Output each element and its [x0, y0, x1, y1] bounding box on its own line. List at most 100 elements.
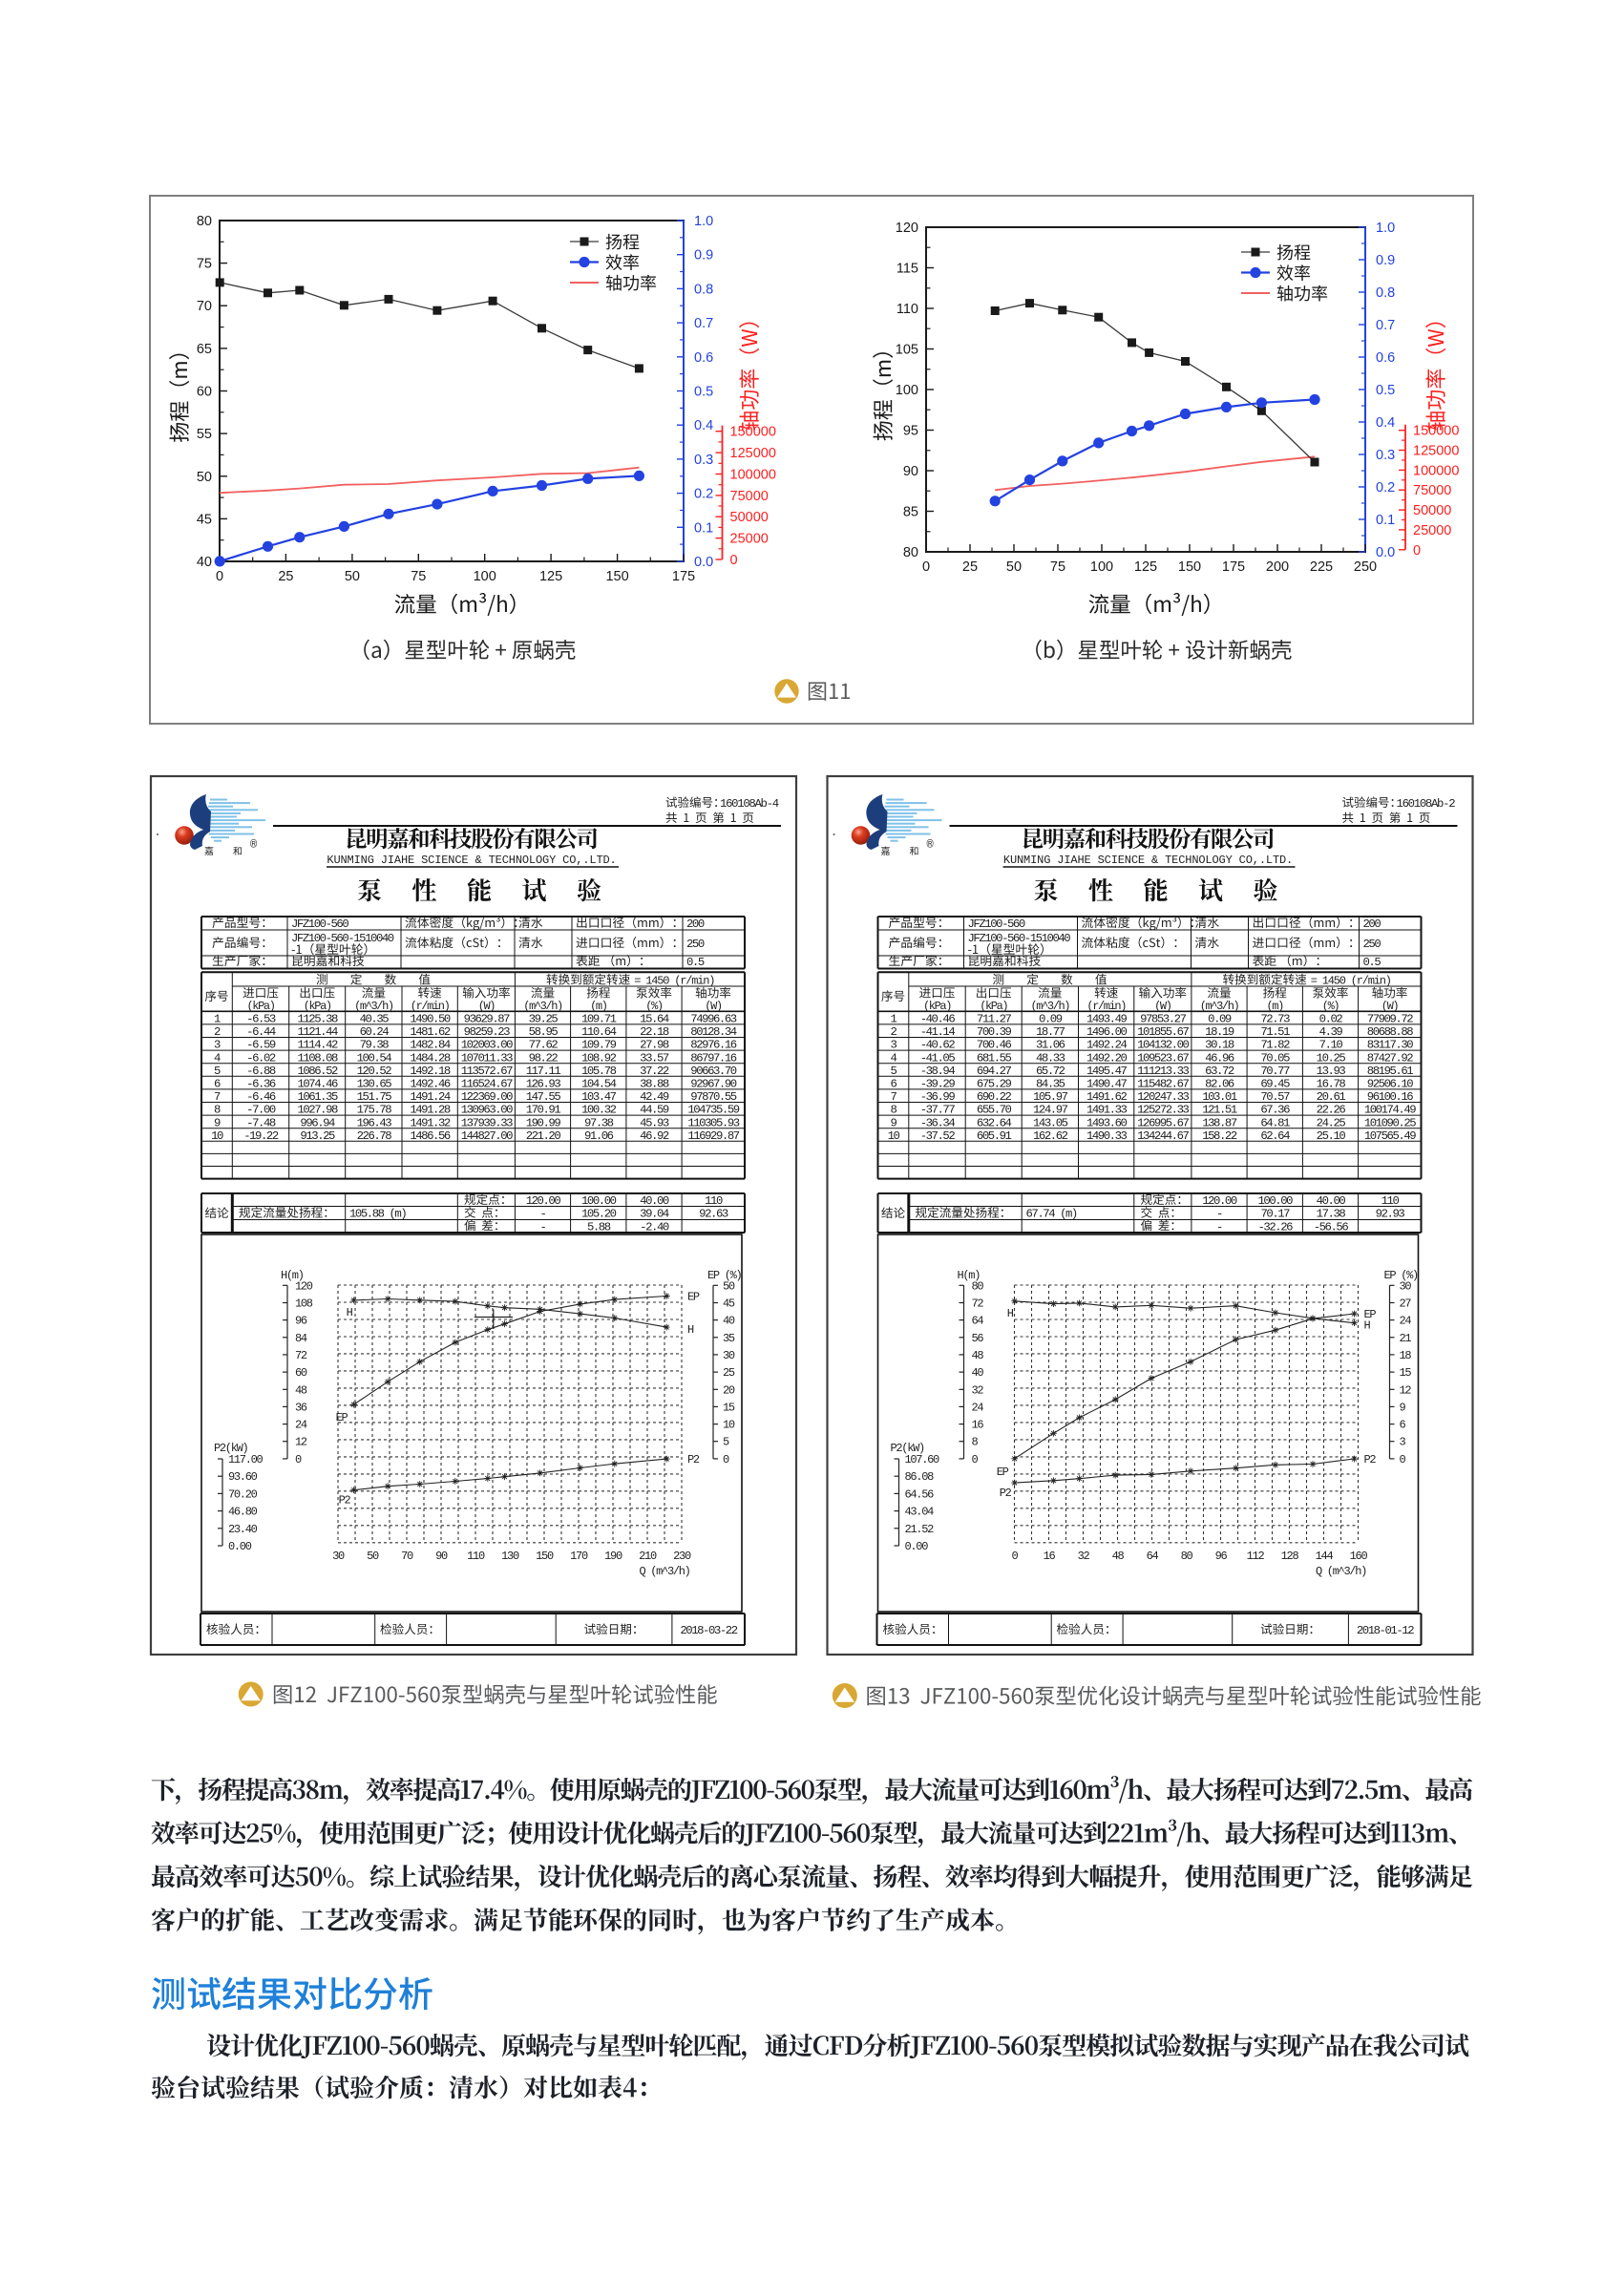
svg-text:1484.28: 1484.28 [410, 1051, 451, 1065]
svg-text:120.52: 120.52 [357, 1065, 392, 1078]
svg-text:158.22: 158.22 [1202, 1129, 1237, 1143]
svg-text:64.56: 64.56 [905, 1487, 935, 1501]
svg-text:21.52: 21.52 [905, 1523, 935, 1536]
svg-text:15.64: 15.64 [640, 1013, 669, 1026]
svg-text:1027.98: 1027.98 [297, 1104, 338, 1117]
svg-text:0.6: 0.6 [1376, 350, 1395, 366]
svg-text:120: 120 [295, 1279, 313, 1293]
svg-text:4: 4 [891, 1051, 897, 1065]
svg-text:EP (%): EP (%) [1384, 1269, 1419, 1282]
svg-text:88195.61: 88195.61 [1367, 1065, 1414, 1078]
svg-text:(%): (%) [1322, 1000, 1339, 1013]
svg-text:80: 80 [972, 1279, 984, 1293]
svg-text:65: 65 [197, 342, 212, 357]
svg-text:200: 200 [1363, 918, 1381, 931]
svg-text:(m^3/h): (m^3/h) [1200, 1000, 1239, 1013]
svg-text:105: 105 [896, 343, 918, 358]
svg-text:12: 12 [295, 1436, 307, 1449]
svg-text:3: 3 [214, 1039, 221, 1052]
svg-text:690.22: 690.22 [977, 1090, 1012, 1104]
svg-text:160: 160 [1350, 1550, 1368, 1563]
svg-text:23.40: 23.40 [228, 1523, 258, 1536]
svg-text:(kPa): (kPa) [923, 1000, 951, 1013]
svg-text:8: 8 [214, 1104, 221, 1117]
svg-text:30: 30 [723, 1349, 735, 1362]
svg-text:-: - [1216, 1220, 1222, 1234]
svg-text:50: 50 [367, 1550, 379, 1563]
svg-text:70.05: 70.05 [1260, 1051, 1290, 1065]
svg-text:92506.10: 92506.10 [1367, 1078, 1414, 1091]
svg-text:87427.92: 87427.92 [1367, 1051, 1414, 1065]
svg-text:1114.42: 1114.42 [297, 1039, 338, 1052]
svg-text:694.27: 694.27 [977, 1065, 1012, 1078]
svg-text:103.01: 103.01 [1202, 1090, 1237, 1104]
svg-text:7: 7 [214, 1090, 221, 1104]
svg-text:77.62: 77.62 [529, 1039, 559, 1052]
svg-text:25: 25 [723, 1366, 735, 1380]
svg-text:0: 0 [730, 553, 738, 568]
svg-text:16: 16 [972, 1419, 984, 1432]
svg-text:32: 32 [1078, 1550, 1090, 1563]
svg-text:27: 27 [1400, 1297, 1412, 1311]
svg-text:0.0: 0.0 [1376, 545, 1395, 560]
svg-text:2: 2 [214, 1025, 221, 1039]
svg-text:1492.20: 1492.20 [1086, 1051, 1128, 1065]
svg-text:226.78: 226.78 [357, 1129, 392, 1143]
svg-text:1: 1 [891, 1013, 897, 1026]
svg-text:0: 0 [1400, 1453, 1406, 1466]
svg-text:67.74 (m): 67.74 (m) [1026, 1208, 1077, 1221]
svg-text:P2: P2 [1364, 1453, 1377, 1466]
svg-text:1491.33: 1491.33 [1086, 1104, 1128, 1117]
svg-text:0.5: 0.5 [1363, 956, 1381, 969]
svg-text:EP: EP [1364, 1308, 1377, 1321]
svg-text:H(m): H(m) [281, 1269, 304, 1282]
svg-text:0.00: 0.00 [905, 1540, 929, 1553]
svg-text:70: 70 [401, 1550, 413, 1563]
svg-text:130: 130 [501, 1550, 519, 1563]
svg-text:9: 9 [1400, 1401, 1406, 1414]
svg-text:124.97: 124.97 [1033, 1104, 1068, 1117]
svg-text:79.38: 79.38 [360, 1039, 390, 1052]
svg-text:102003.00: 102003.00 [461, 1039, 513, 1052]
svg-text:75: 75 [1050, 559, 1065, 575]
svg-text:75: 75 [411, 569, 426, 584]
svg-text:13.93: 13.93 [1317, 1065, 1346, 1078]
svg-text:144827.00: 144827.00 [461, 1129, 513, 1143]
svg-text:70.20: 70.20 [228, 1487, 258, 1501]
svg-text:92.63: 92.63 [699, 1208, 728, 1221]
svg-text:97.38: 97.38 [584, 1116, 614, 1129]
svg-text:0.02: 0.02 [1319, 1013, 1343, 1026]
svg-text:JFZ100-560-1510040: JFZ100-560-1510040 [968, 932, 1071, 945]
svg-text:80: 80 [1181, 1550, 1193, 1563]
svg-text:-40.46: -40.46 [920, 1013, 956, 1026]
svg-text:100: 100 [896, 383, 918, 398]
svg-text:KUNMING JIAHE SCIENCE & TECHNO: KUNMING JIAHE SCIENCE & TECHNOLOGY CO,.L… [327, 854, 616, 867]
svg-text:91.06: 91.06 [584, 1129, 614, 1143]
svg-text:170.91: 170.91 [526, 1104, 561, 1117]
svg-text:JFZ100-560: JFZ100-560 [968, 918, 1025, 931]
svg-text:63.72: 63.72 [1205, 1065, 1234, 1078]
svg-text:147.55: 147.55 [526, 1090, 561, 1104]
svg-text:62.64: 62.64 [1260, 1129, 1290, 1143]
svg-text:= 1450 (r/min): = 1450 (r/min) [634, 975, 714, 988]
svg-text:175: 175 [1222, 559, 1245, 575]
svg-text:(kPa): (kPa) [304, 1000, 331, 1013]
svg-text:9: 9 [214, 1116, 221, 1129]
svg-text:24: 24 [1400, 1315, 1412, 1328]
svg-text:0.8: 0.8 [694, 282, 713, 297]
svg-text:1490.50: 1490.50 [410, 1013, 451, 1026]
svg-text:120.00: 120.00 [1202, 1194, 1237, 1208]
svg-text:-: - [540, 1208, 546, 1221]
svg-text:P2: P2 [1000, 1487, 1012, 1500]
svg-text:58.95: 58.95 [529, 1025, 559, 1039]
svg-text:675.29: 675.29 [977, 1078, 1012, 1091]
svg-text:50: 50 [723, 1279, 735, 1293]
svg-text:H: H [1007, 1307, 1014, 1320]
svg-text:-: - [540, 1220, 546, 1234]
svg-text:121.51: 121.51 [1202, 1104, 1237, 1117]
svg-text:82976.16: 82976.16 [690, 1039, 737, 1052]
svg-text:35: 35 [723, 1332, 735, 1345]
svg-text:17.38: 17.38 [1317, 1208, 1346, 1221]
svg-text:104.54: 104.54 [581, 1078, 617, 1091]
svg-text:0.5: 0.5 [1376, 383, 1395, 398]
